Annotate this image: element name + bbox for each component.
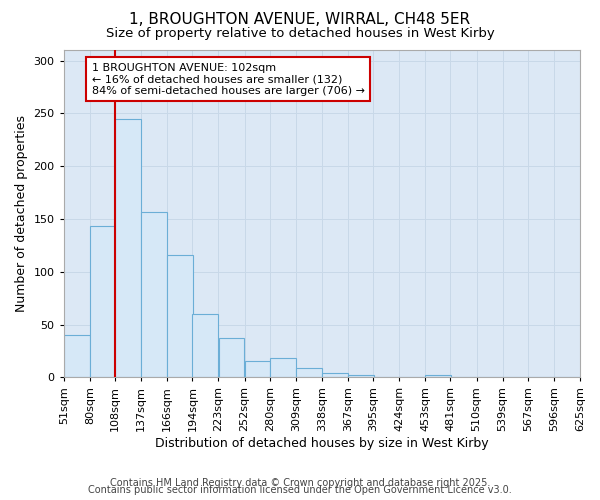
Bar: [64, 335, 89, 378]
Bar: [296, 368, 322, 378]
Bar: [270, 358, 296, 378]
Bar: [425, 375, 451, 378]
Bar: [90, 226, 116, 378]
X-axis label: Distribution of detached houses by size in West Kirby: Distribution of detached houses by size …: [155, 437, 488, 450]
Bar: [348, 375, 374, 378]
Bar: [245, 362, 271, 378]
Bar: [322, 373, 348, 378]
Bar: [193, 314, 218, 378]
Bar: [218, 338, 244, 378]
Text: Contains HM Land Registry data © Crown copyright and database right 2025.: Contains HM Land Registry data © Crown c…: [110, 478, 490, 488]
Text: Contains public sector information licensed under the Open Government Licence v3: Contains public sector information licen…: [88, 485, 512, 495]
Bar: [141, 212, 167, 378]
Text: 1 BROUGHTON AVENUE: 102sqm
← 16% of detached houses are smaller (132)
84% of sem: 1 BROUGHTON AVENUE: 102sqm ← 16% of deta…: [92, 62, 365, 96]
Bar: [115, 118, 141, 378]
Text: 1, BROUGHTON AVENUE, WIRRAL, CH48 5ER: 1, BROUGHTON AVENUE, WIRRAL, CH48 5ER: [130, 12, 470, 28]
Y-axis label: Number of detached properties: Number of detached properties: [15, 115, 28, 312]
Text: Size of property relative to detached houses in West Kirby: Size of property relative to detached ho…: [106, 28, 494, 40]
Bar: [167, 255, 193, 378]
